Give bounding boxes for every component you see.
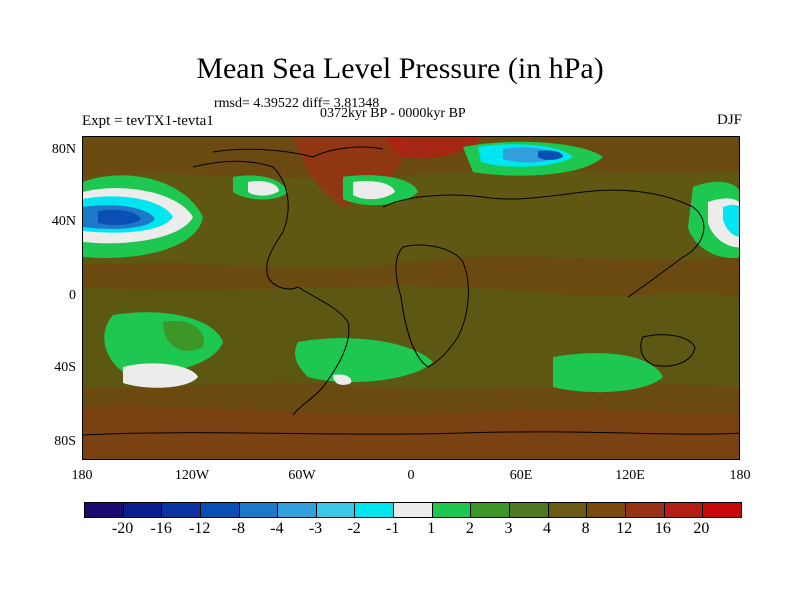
colorbar-label: 1 [427, 520, 436, 537]
colorbar-box-16 [703, 503, 741, 517]
colorbar-box-11 [510, 503, 549, 517]
lon-label-120e: 120E [615, 468, 645, 483]
lat-label-eq: 0 [69, 288, 76, 303]
stats-text: rmsd= 4.39522 diff= 3.81348 [214, 96, 380, 111]
colorbar-box-2 [162, 503, 201, 517]
colorbar-box-15 [664, 503, 704, 517]
colorbar-label: 20 [693, 520, 710, 537]
lat-label-40n: 40N [51, 214, 76, 229]
colorbar-label: -20 [111, 520, 134, 537]
lon-label-60w: 60W [288, 468, 316, 483]
colorbar-label: 12 [616, 520, 633, 537]
lon-label-180w: 180 [71, 468, 93, 483]
colorbar-box-5 [278, 503, 317, 517]
pressure-anomaly-map [82, 136, 740, 460]
colorbar-box-3 [200, 503, 240, 517]
colorbar [84, 502, 742, 518]
colorbar-box-6 [316, 503, 356, 517]
colorbar-label: -2 [347, 520, 361, 537]
map-title: Mean Sea Level Pressure (in hPa) [196, 52, 604, 85]
colorbar-label: -16 [150, 520, 172, 537]
lon-label-60e: 60E [509, 468, 533, 483]
lat-label-40s: 40S [54, 360, 76, 375]
colorbar-box-13 [587, 503, 626, 517]
colorbar-box-9 [432, 503, 472, 517]
colorbar-box-8 [394, 503, 433, 517]
colorbar-label: -8 [231, 520, 246, 537]
colorbar-label: -3 [308, 520, 323, 537]
lat-label-80s: 80S [54, 434, 76, 449]
colorbar-box-10 [471, 503, 511, 517]
colorbar-box-14 [625, 503, 665, 517]
colorbar-box-12 [548, 503, 588, 517]
lon-label-0: 0 [407, 468, 415, 483]
lon-label-180e: 180 [729, 468, 751, 483]
colorbar-box-7 [355, 503, 395, 517]
colorbar-box-0 [85, 503, 124, 517]
lon-label-120w: 120W [174, 468, 210, 483]
colorbar-label: -12 [189, 520, 211, 537]
map-canvas [83, 137, 739, 459]
colorbar-label: 16 [654, 520, 671, 537]
season-label: DJF [716, 112, 742, 128]
colorbar-label: 3 [504, 520, 513, 537]
colorbar-label: 8 [581, 520, 590, 537]
experiment-label: Expt = tevTX1-tevta1 [82, 113, 214, 129]
colorbar-box-4 [239, 503, 279, 517]
colorbar-box-1 [123, 503, 163, 517]
lat-label-80n: 80N [51, 142, 76, 157]
period-text: 0372kyr BP - 0000kyr BP [320, 106, 466, 121]
colorbar-label: -1 [386, 520, 400, 537]
colorbar-label: 2 [465, 520, 474, 537]
colorbar-label: -4 [270, 520, 284, 537]
colorbar-label: 4 [543, 520, 552, 537]
